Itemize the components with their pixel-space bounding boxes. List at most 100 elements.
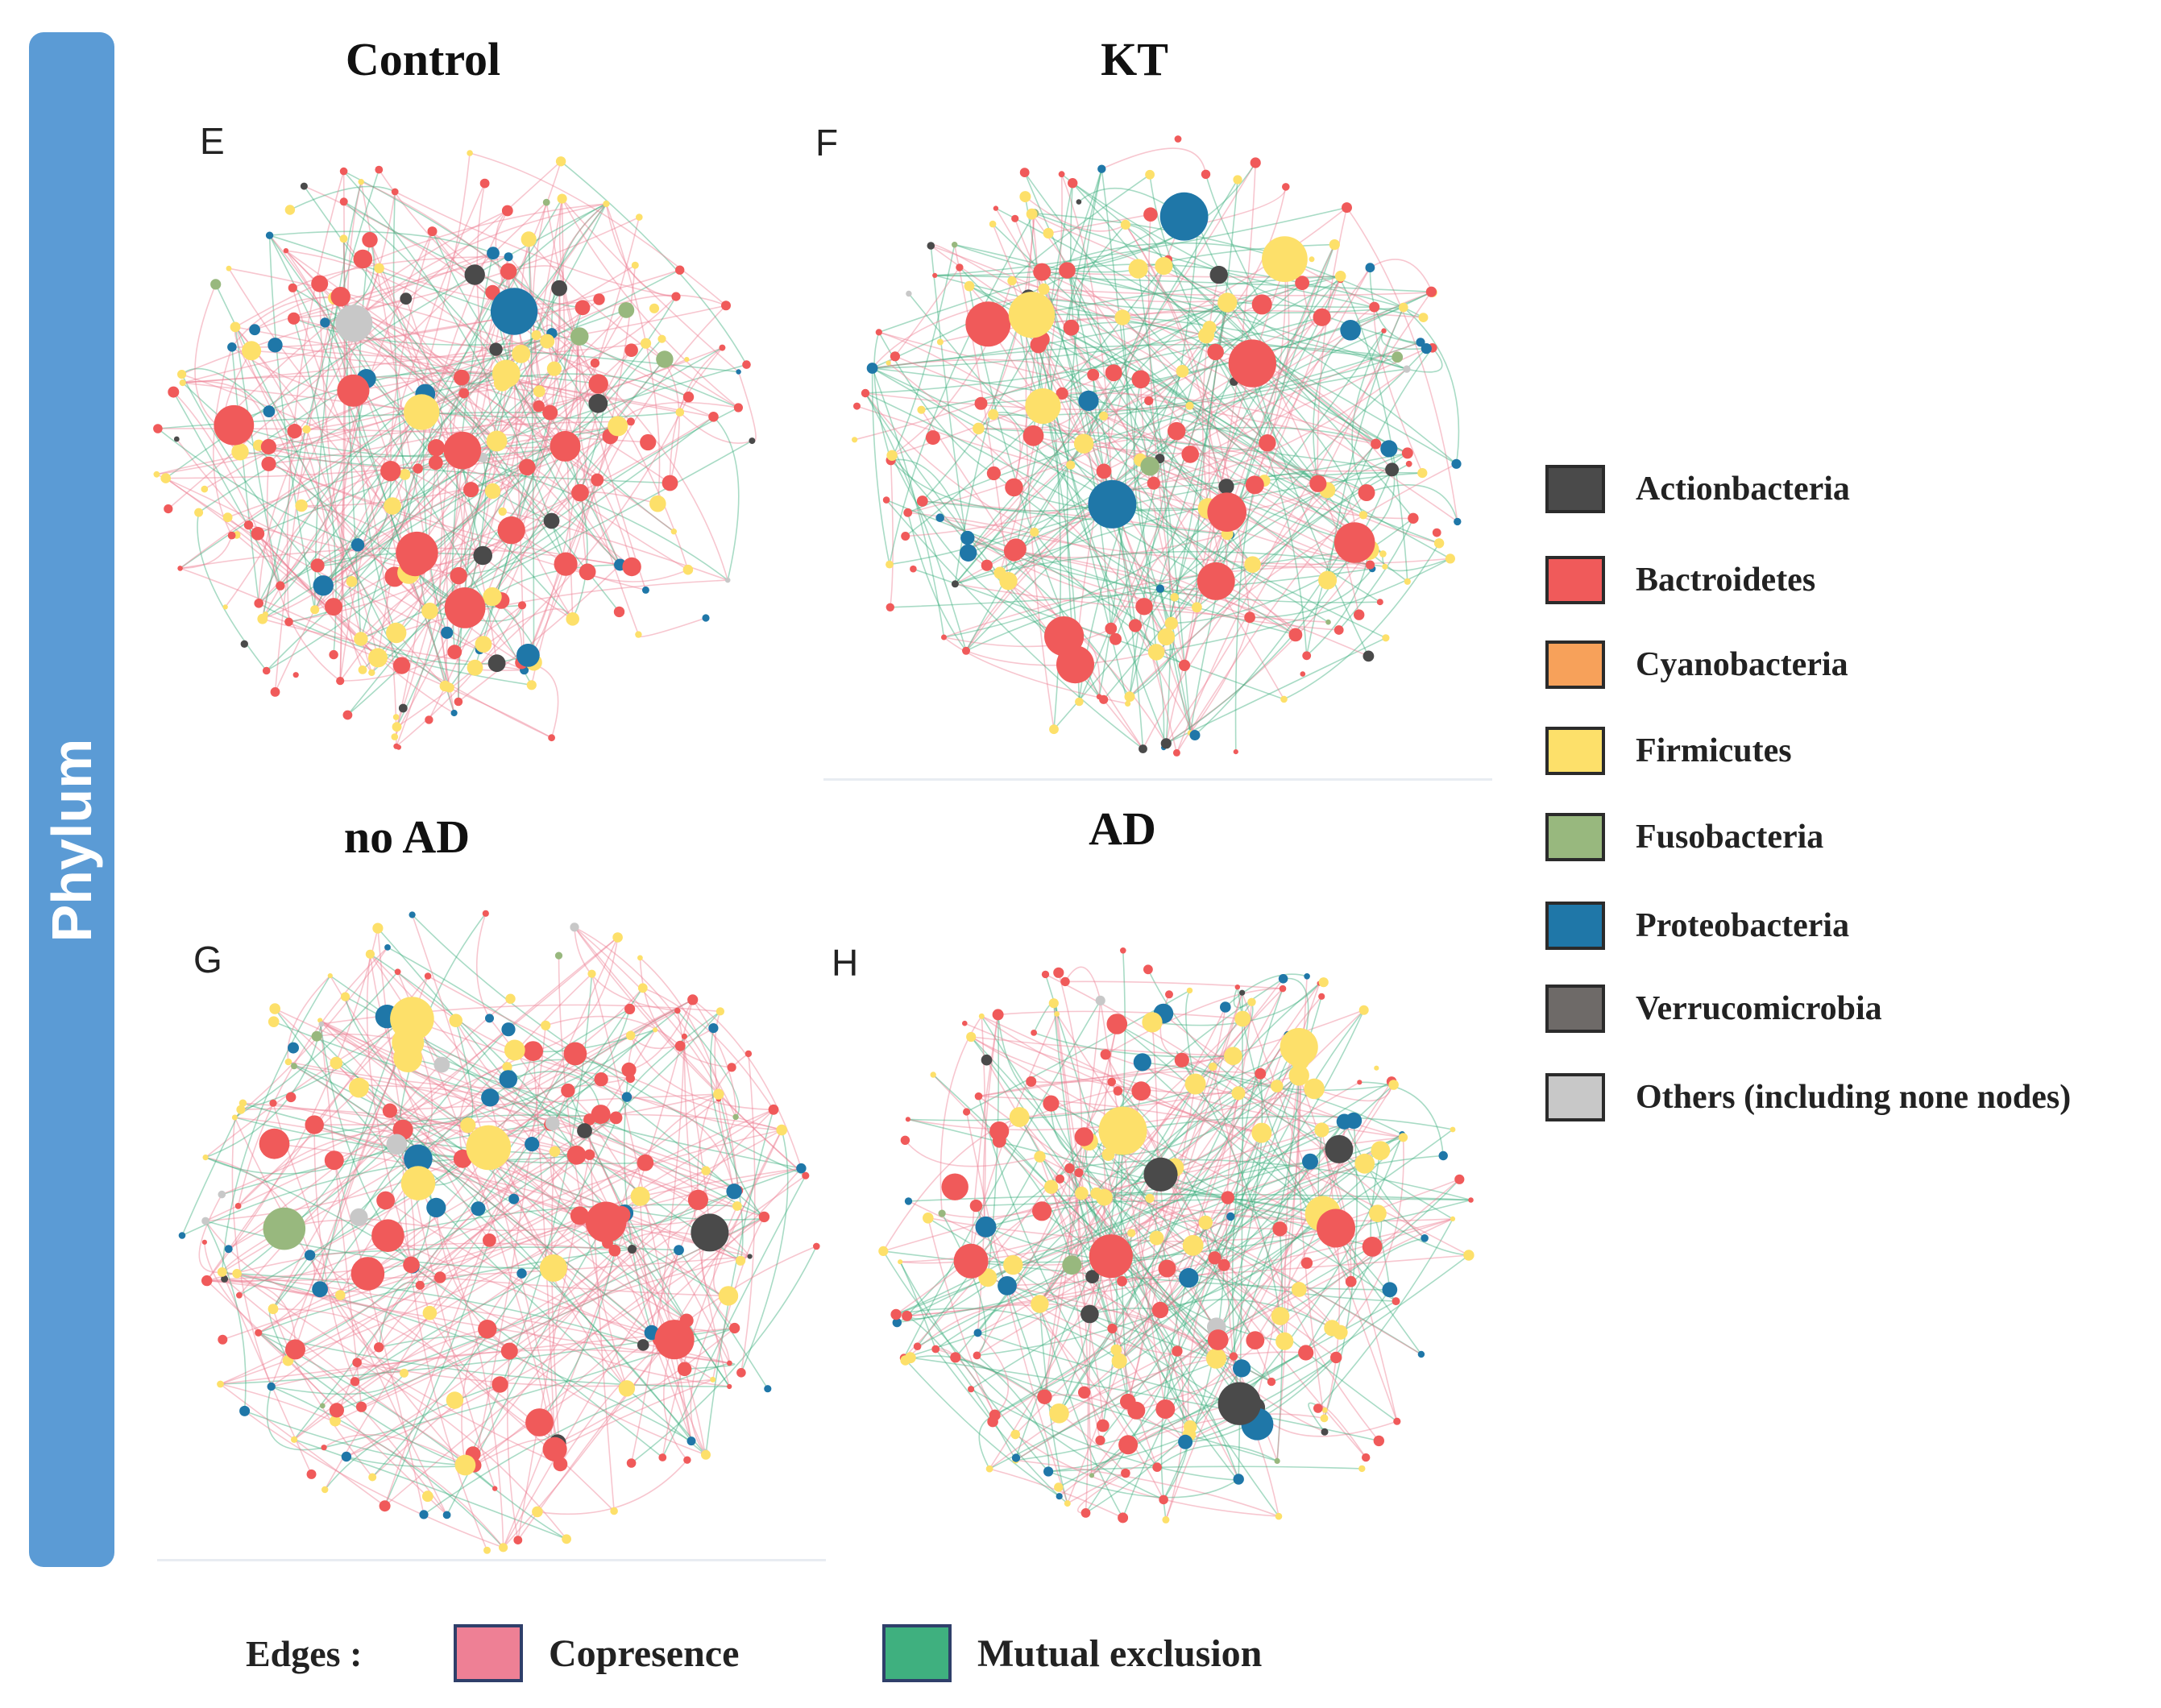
network-node-firmicutes [226, 265, 232, 272]
network-edge [172, 392, 281, 587]
network-edge [1230, 1155, 1444, 1217]
network-edge [1205, 174, 1263, 305]
network-edge [899, 1261, 1049, 1473]
network-edge [554, 1378, 713, 1450]
network-edge [985, 1161, 1311, 1228]
network-edge [317, 552, 483, 566]
network-edge [970, 1036, 1178, 1352]
network-edge [305, 429, 379, 658]
network-edge [165, 477, 379, 658]
network-node-bactroidetes [1107, 1077, 1116, 1087]
network-node-bactroidetes [1068, 178, 1078, 189]
network-edge [907, 1118, 1337, 1229]
network-edge [1149, 174, 1268, 444]
network-edge [1317, 1218, 1454, 1409]
network-node-bactroidetes [525, 1408, 554, 1436]
network-edge [314, 462, 437, 611]
network-node-bactroidetes [1197, 562, 1235, 600]
network-edge [274, 1008, 707, 1456]
network-node-others [906, 290, 912, 297]
network-edge [450, 392, 472, 491]
network-edge [1250, 568, 1373, 619]
network-edge [1028, 296, 1268, 444]
network-edge [1238, 1134, 1403, 1404]
network-node-bactroidetes [393, 743, 400, 749]
network-node-proteobacteria [975, 1216, 997, 1237]
network-edge [865, 392, 1035, 533]
network-edge [692, 999, 803, 1169]
network-node-firmicutes [217, 1380, 224, 1388]
network-edge [1263, 276, 1342, 481]
network-nodes [178, 910, 820, 1554]
network-edge [371, 307, 583, 674]
network-edge [969, 285, 1451, 560]
network-edge [1338, 517, 1414, 631]
network-node-firmicutes [335, 1290, 346, 1300]
network-edge [1233, 986, 1252, 1009]
network-node-firmicutes [1463, 1250, 1475, 1261]
network-edge [360, 441, 498, 640]
network-node-bactroidetes [1159, 1494, 1168, 1505]
network-edge [268, 411, 446, 687]
network-edge [994, 1129, 1454, 1416]
network-edge [360, 440, 753, 640]
network-node-proteobacteria [904, 1197, 913, 1205]
network-node-firmicutes [1309, 256, 1315, 263]
network-edge [404, 1255, 750, 1374]
network-edge [954, 279, 1342, 585]
network-node-firmicutes [421, 1490, 433, 1503]
network-node-firmicutes [1030, 527, 1039, 537]
network-edge [502, 1250, 680, 1548]
network-edge [343, 201, 583, 309]
network-edge [359, 1087, 724, 1298]
network-node-bactroidetes [1229, 1352, 1238, 1361]
network-edge [293, 1328, 487, 1441]
network-edge [712, 416, 740, 581]
network-edge [477, 1009, 678, 1209]
network-node-firmicutes [533, 385, 545, 398]
network-node-firmicutes [1329, 239, 1340, 251]
network-edge [922, 500, 1228, 535]
network-node-proteobacteria [1226, 1212, 1235, 1221]
network-node-fusobacteria [1089, 1473, 1095, 1478]
network-edge [295, 1266, 413, 1350]
network-edge [1053, 1002, 1190, 1435]
network-node-proteobacteria [1179, 1267, 1199, 1288]
network-edge [274, 1114, 616, 1145]
network-edge [231, 296, 335, 348]
network-node-firmicutes [736, 1255, 746, 1266]
network-edge [982, 1014, 999, 1228]
network-edge [1343, 1121, 1425, 1239]
network-control [153, 150, 757, 750]
network-node-bactroidetes [513, 1536, 523, 1544]
network-edge [1165, 179, 1238, 637]
network-node-proteobacteria [1011, 1453, 1021, 1462]
network-edge [402, 1029, 656, 1131]
network-edge [1165, 549, 1370, 744]
network-edge [378, 1281, 421, 1348]
network-node-bactroidetes [218, 1334, 228, 1345]
network-nodes [852, 135, 1462, 757]
network-node-proteobacteria [487, 247, 500, 260]
network-edge [1071, 321, 1217, 353]
network-edge [389, 1109, 601, 1132]
network-edge [388, 1204, 737, 1237]
network-edge [1096, 1192, 1422, 1355]
network-edge [1284, 1075, 1300, 1341]
network-kt [852, 135, 1462, 757]
network-edge [1014, 550, 1369, 657]
network-edge [1059, 1403, 1240, 1497]
network-edge [419, 1154, 591, 1286]
network-edge [1197, 186, 1287, 226]
network-edge [182, 305, 727, 383]
network-edge [1041, 1210, 1239, 1480]
network-edge [265, 613, 552, 739]
panel-letter-e: E [200, 120, 225, 162]
network-edge [205, 1078, 509, 1222]
network-node-firmicutes [454, 1454, 476, 1476]
network-edge [237, 1129, 404, 1207]
network-node-firmicutes [421, 603, 438, 620]
network-edge [1116, 1023, 1454, 1220]
network-edge [1105, 988, 1284, 1055]
network-edge [222, 1271, 692, 1442]
